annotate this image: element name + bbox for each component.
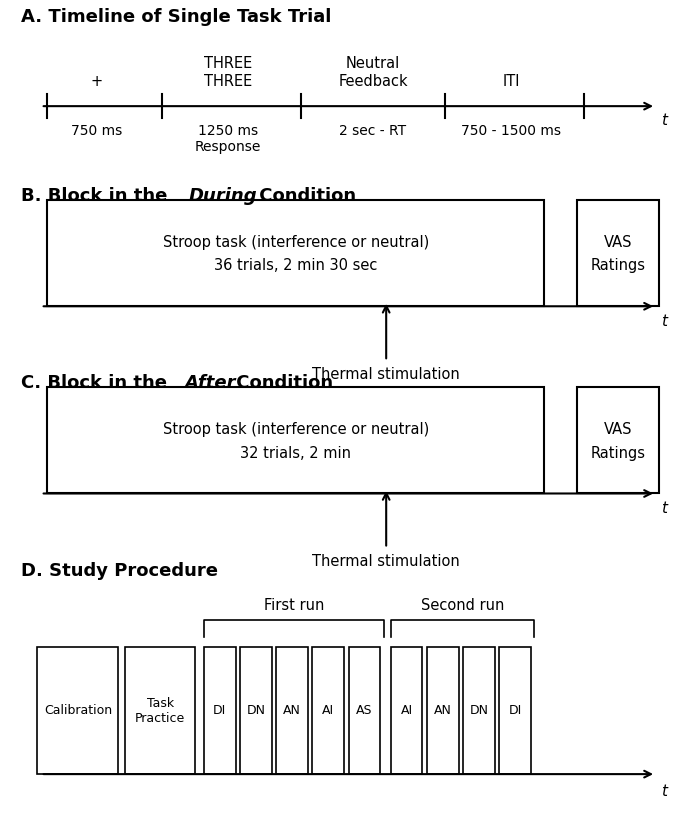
Text: 1250 ms
Response: 1250 ms Response [195, 124, 262, 154]
Text: 32 trials, 2 min: 32 trials, 2 min [240, 446, 351, 461]
Text: Condition: Condition [230, 374, 333, 392]
Bar [276, 647, 308, 774]
Text: Task
Practice: Task Practice [135, 697, 186, 724]
Bar [391, 647, 422, 774]
Text: AI: AI [400, 704, 413, 717]
Text: AN: AN [434, 704, 452, 717]
Text: +: + [90, 73, 103, 89]
Text: DN: DN [470, 704, 489, 717]
Text: 36 trials, 2 min 30 sec: 36 trials, 2 min 30 sec [214, 259, 377, 274]
Text: t: t [661, 313, 666, 329]
Text: 2 sec - RT: 2 sec - RT [340, 124, 407, 138]
Text: Second run: Second run [421, 598, 504, 613]
Text: After: After [184, 374, 236, 392]
Text: Ratings: Ratings [591, 446, 645, 461]
Text: 750 - 1500 ms: 750 - 1500 ms [461, 124, 561, 138]
Text: 750 ms: 750 ms [71, 124, 122, 138]
Bar [48, 200, 544, 306]
Text: ITI: ITI [503, 73, 520, 89]
Text: Ratings: Ratings [591, 259, 645, 274]
Text: DI: DI [508, 704, 522, 717]
Text: B. Block in the: B. Block in the [21, 187, 174, 205]
Text: AS: AS [356, 704, 372, 717]
Text: Thermal stimulation: Thermal stimulation [312, 366, 460, 382]
Text: Stroop task (interference or neutral): Stroop task (interference or neutral) [162, 234, 429, 250]
Text: During: During [189, 187, 258, 205]
Text: DN: DN [246, 704, 265, 717]
Bar [499, 647, 531, 774]
Text: Condition: Condition [253, 187, 356, 205]
Text: Stroop task (interference or neutral): Stroop task (interference or neutral) [162, 422, 429, 437]
Bar [38, 647, 118, 774]
Text: C. Block in the: C. Block in the [21, 374, 174, 392]
Text: t: t [661, 113, 666, 128]
Text: DI: DI [213, 704, 226, 717]
Text: First run: First run [264, 598, 324, 613]
Bar [577, 200, 659, 306]
Bar [463, 647, 495, 774]
Bar [125, 647, 195, 774]
Bar [427, 647, 458, 774]
Text: t: t [661, 784, 666, 799]
Text: A. Timeline of Single Task Trial: A. Timeline of Single Task Trial [21, 8, 331, 26]
Bar [577, 387, 659, 493]
Bar [204, 647, 235, 774]
Text: AI: AI [322, 704, 335, 717]
Text: THREE
THREE: THREE THREE [204, 56, 253, 89]
Bar [349, 647, 380, 774]
Text: Calibration: Calibration [44, 704, 112, 717]
Text: Thermal stimulation: Thermal stimulation [312, 554, 460, 569]
Text: Neutral
Feedback: Neutral Feedback [338, 56, 408, 89]
Bar [240, 647, 272, 774]
Text: VAS: VAS [604, 234, 632, 250]
Text: VAS: VAS [604, 422, 632, 437]
Text: D. Study Procedure: D. Study Procedure [21, 562, 218, 580]
Bar [48, 387, 544, 493]
Text: AN: AN [284, 704, 301, 717]
Text: t: t [661, 501, 666, 516]
Bar [312, 647, 344, 774]
